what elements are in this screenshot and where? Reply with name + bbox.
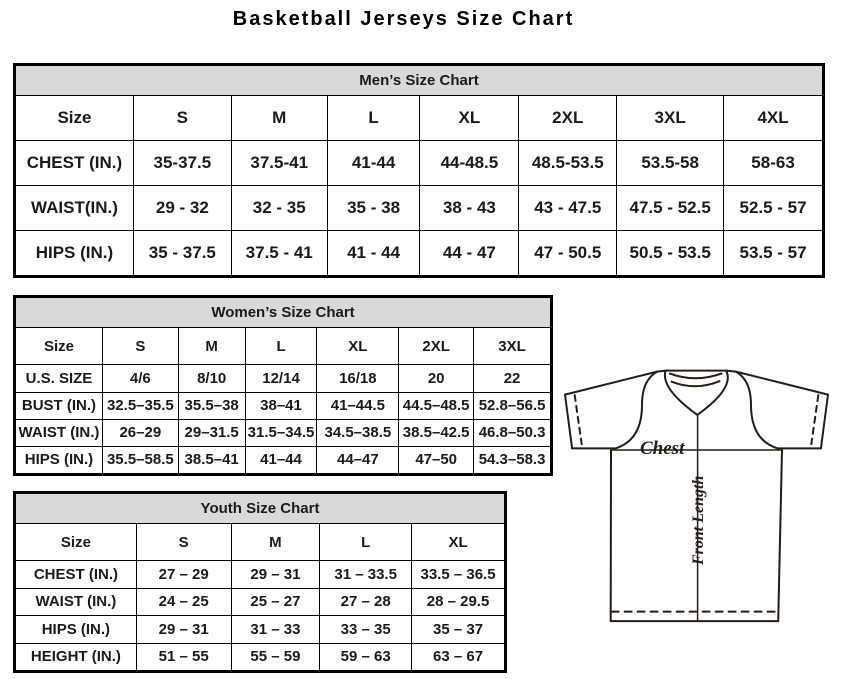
svg-text:Front Length: Front Length <box>690 476 707 566</box>
svg-text:Chest: Chest <box>640 438 685 459</box>
